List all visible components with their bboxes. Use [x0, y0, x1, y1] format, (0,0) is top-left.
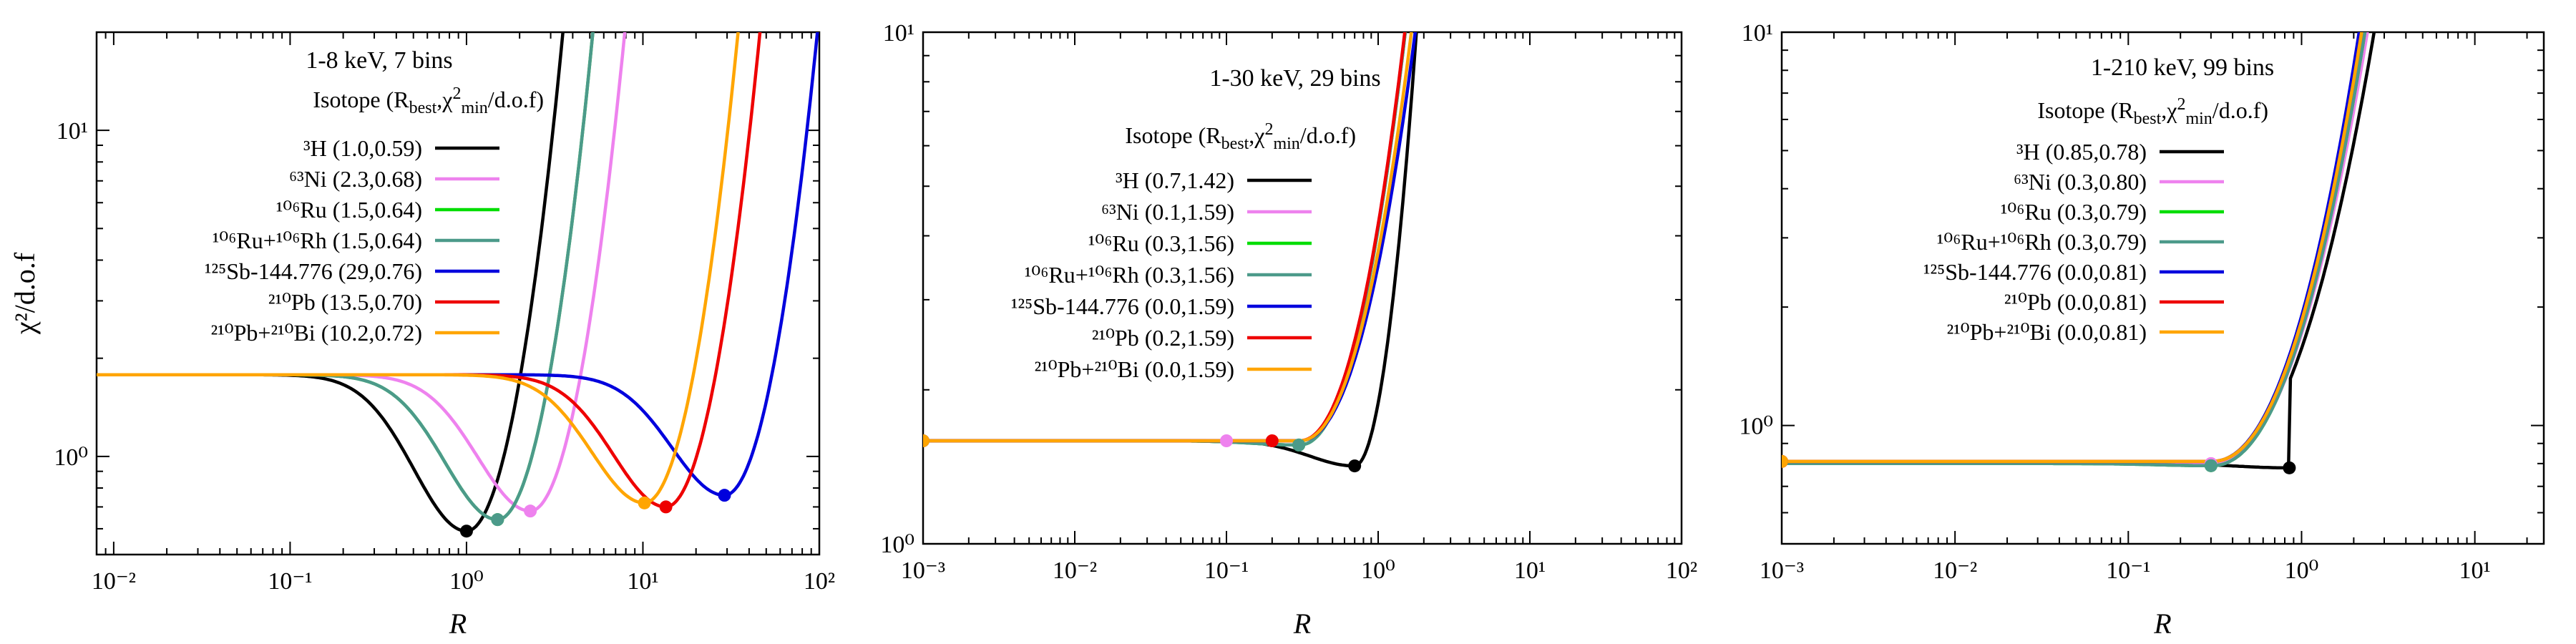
chart-title: 1-210 keV, 99 bins — [2091, 54, 2274, 81]
min-marker-210Pb+210Bi — [638, 496, 651, 509]
curves — [97, 32, 819, 538]
x-axis-label: R — [1293, 608, 1311, 640]
plot-frame — [95, 31, 821, 556]
legend-label-106Ru: ¹⁰⁶Ru (0.3,0.79) — [2001, 199, 2147, 225]
legend: Isotope (Rbest,χ2min/d.o.f) ³H (0.85,0.78… — [1923, 95, 2268, 345]
min-marker-125Sb — [718, 489, 731, 502]
chart-panel-1: 10⁻² 10⁻¹ 10⁰ 10¹ 10² 10⁰ 10¹ R 1-8 keV, 7 bins I… — [54, 31, 835, 640]
y-tick-label: 10⁰ — [1739, 414, 1773, 440]
x-tick-label: 10¹ — [627, 568, 658, 595]
plot-frame — [922, 31, 1683, 545]
legend-label-125Sb: ¹²⁵Sb-144.776 (0.0,0.81) — [1923, 259, 2147, 285]
legend-label-210Pb+210Bi: ²¹⁰Pb+²¹⁰Bi (0.0,1.59) — [1035, 356, 1234, 382]
y-tick-label: 10⁰ — [880, 532, 914, 558]
series-line-210Pb+210Bi — [1782, 32, 2363, 464]
min-marker-63Ni — [524, 504, 537, 518]
min-marker-210Pb+210Bi — [923, 434, 930, 447]
chart-panel-2: 10⁻³ 10⁻² 10⁻¹ 10⁰ 10¹ 10² 10⁰ 10¹ R 1-30 keV, 29… — [880, 20, 1697, 640]
legend-title: Isotope (Rbest,χ2min/d.o.f) — [1125, 120, 1356, 153]
x-axis-label: R — [2153, 608, 2171, 640]
legend-label-210Pb+210Bi: ²¹⁰Pb+²¹⁰Bi (10.2,0.72) — [211, 320, 422, 346]
legend-label-3H: ³H (1.0,0.59) — [303, 135, 422, 161]
legend-title: Isotope (Rbest,χ2min/d.o.f) — [2037, 95, 2268, 128]
y-tick-label: 10¹ — [57, 118, 88, 145]
min-marker-106Ru+106Rh — [491, 513, 504, 527]
chart-title: 1-8 keV, 7 bins — [306, 47, 452, 74]
min-marker-3H — [2283, 461, 2296, 474]
legend-label-210Pb: ²¹⁰Pb (13.5,0.70) — [268, 289, 422, 315]
legend-label-210Pb+210Bi: ²¹⁰Pb+²¹⁰Bi (0.0,0.81) — [1947, 319, 2147, 345]
x-tick-label: 10² — [804, 568, 835, 595]
legend-label-106Ru+106Rh: ¹⁰⁶Ru+¹⁰⁶Rh (0.3,0.79) — [1937, 229, 2147, 255]
min-marker-210Pb — [1265, 434, 1279, 448]
legend-label-210Pb: ²¹⁰Pb (0.2,1.59) — [1092, 325, 1234, 351]
legend-label-106Ru+106Rh: ¹⁰⁶Ru+¹⁰⁶Rh (0.3,1.56) — [1025, 262, 1234, 288]
min-marker-210Pb — [659, 500, 673, 514]
legend-label-63Ni: ⁶³Ni (2.3,0.68) — [289, 166, 422, 192]
x-tick-label: 10⁻¹ — [2106, 557, 2150, 584]
x-tick-label: 10⁻¹ — [1204, 557, 1249, 584]
legend-label-63Ni: ⁶³Ni (0.3,0.80) — [2014, 169, 2147, 195]
legend-label-63Ni: ⁶³Ni (0.1,1.59) — [1101, 199, 1234, 225]
y-tick-label: 10¹ — [1742, 20, 1773, 47]
min-marker-3H — [1348, 459, 1362, 473]
min-marker-63Ni — [1220, 434, 1233, 448]
series-line-210Pb+210Bi — [97, 32, 740, 505]
legend-label-125Sb: ¹²⁵Sb-144.776 (0.0,1.59) — [1011, 293, 1234, 319]
legend-label-106Ru: ¹⁰⁶Ru (1.5,0.64) — [276, 197, 422, 223]
x-tick-label: 10⁻² — [92, 568, 136, 595]
chart-panel-3: 10⁻³ 10⁻² 10⁻¹ 10⁰ 10¹ 10⁰ 10¹ R 1-210 keV, 99 b… — [1739, 20, 2545, 640]
x-tick-label: 10¹ — [2459, 557, 2491, 584]
legend-label-106Ru: ¹⁰⁶Ru (0.3,1.56) — [1088, 230, 1234, 256]
legend-label-210Pb: ²¹⁰Pb (0.0,0.81) — [2004, 289, 2147, 315]
chart-title: 1-30 keV, 29 bins — [1209, 65, 1380, 92]
curves — [1782, 32, 2376, 474]
y-axis-label: χ²/d.o.f — [9, 252, 41, 335]
series-line-210Pb — [97, 32, 762, 509]
curves — [923, 32, 1418, 473]
legend-label-3H: ³H (0.85,0.78) — [2016, 139, 2147, 165]
legend-label-106Ru+106Rh: ¹⁰⁶Ru+¹⁰⁶Rh (1.5,0.64) — [213, 228, 422, 253]
x-tick-label: 10⁻³ — [1760, 557, 1804, 584]
legend-label-3H: ³H (0.7,1.42) — [1116, 167, 1234, 193]
legend: Isotope (Rbest,χ2min/d.o.f) ³H (1.0,0.59)… — [205, 84, 544, 346]
x-tick-label: 10⁻² — [1053, 557, 1097, 584]
min-marker-106Ru+106Rh — [1292, 438, 1306, 452]
series-line-106Ru+106Rh — [1782, 32, 2367, 468]
min-marker-210Pb+210Bi — [1782, 454, 1788, 468]
x-tick-label: 10⁰ — [2285, 557, 2319, 584]
legend-label-125Sb: ¹²⁵Sb-144.776 (29,0.76) — [205, 258, 422, 284]
plot-frame — [1780, 31, 2545, 545]
x-tick-label: 10⁻³ — [901, 557, 945, 584]
x-tick-label: 10⁰ — [1361, 557, 1395, 584]
y-tick-label: 10⁰ — [54, 444, 88, 471]
x-tick-label: 10² — [1666, 557, 1697, 584]
min-marker-3H — [459, 525, 473, 538]
x-tick-label: 10⁻² — [1933, 557, 1977, 584]
legend-title: Isotope (Rbest,χ2min/d.o.f) — [313, 84, 544, 117]
legend: Isotope (Rbest,χ2min/d.o.f) ³H (0.7,1.42)… — [1011, 120, 1356, 382]
x-axis-label: R — [449, 608, 467, 640]
x-tick-label: 10⁻¹ — [268, 568, 312, 595]
x-tick-label: 10⁰ — [449, 568, 484, 595]
min-marker-106Ru+106Rh — [2204, 459, 2218, 472]
x-tick-label: 10¹ — [1514, 557, 1546, 584]
y-tick-label: 10¹ — [883, 20, 914, 47]
